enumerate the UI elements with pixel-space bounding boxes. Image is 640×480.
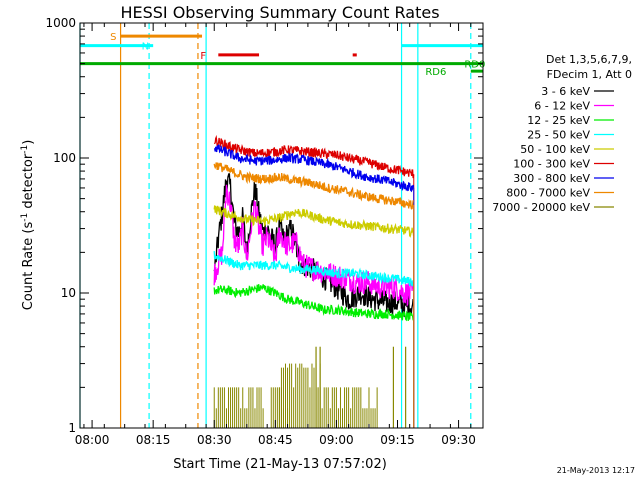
- y-axis-label: Count Rate (s-1 detector-1): [20, 140, 36, 311]
- legend-entry-label: 50 - 100 keV: [520, 143, 590, 156]
- flag-label-rd6: RD6: [425, 67, 446, 78]
- legend-entry-label: 7000 - 20000 keV: [492, 201, 590, 214]
- legend-header-line-1: Det 1,3,5,6,7,9,: [546, 53, 632, 66]
- x-tick-label: 08:45: [258, 433, 293, 447]
- series-line: [213, 205, 415, 238]
- chart-title: HESSI Observing Summary Count Rates: [120, 3, 439, 22]
- series-line: [213, 284, 414, 322]
- x-tick-label: 08:15: [136, 433, 171, 447]
- legend-entry-label: 25 - 50 keV: [527, 129, 590, 142]
- x-tick-label: 08:30: [197, 433, 232, 447]
- x-tick-label: 08:00: [75, 433, 110, 447]
- legend: Det 1,3,5,6,7,9, FDecim 1, Att 0 3 - 6 k…: [492, 53, 632, 214]
- y-tick-label: 1: [68, 421, 76, 435]
- series-line: [213, 134, 415, 179]
- flag-label-s: S: [110, 32, 116, 43]
- plot-area: S N F RD0 RD6: [79, 23, 485, 428]
- y-axis-label-sup1: -1: [20, 213, 30, 222]
- y-axis-label-part: Count Rate (s: [21, 222, 36, 311]
- legend-entry-label: 300 - 800 keV: [513, 172, 590, 185]
- x-tick-label: 09:30: [441, 433, 476, 447]
- legend-entry-label: 100 - 300 keV: [513, 158, 590, 171]
- legend-entry-label: 800 - 7000 keV: [506, 187, 590, 200]
- flag-label-f: F: [200, 51, 206, 62]
- y-axis-label-mid: detector: [21, 153, 36, 213]
- series-7000-20000-kev: [213, 346, 415, 428]
- legend-entry-label: 12 - 25 keV: [527, 114, 590, 127]
- x-axis-label: Start Time (21-May-13 07:57:02): [173, 457, 387, 472]
- legend-entry-label: 3 - 6 keV: [541, 85, 590, 98]
- series-line: [213, 184, 415, 308]
- series-line: [213, 251, 415, 287]
- series-line: [213, 162, 415, 210]
- axes: 08:00 08:15 08:30 08:45 09:00 09:15 09:30 1 10 10…: [45, 16, 483, 447]
- y-tick-label: 10: [61, 286, 76, 300]
- plot-frame: [79, 22, 484, 429]
- y-axis-label-end: ): [21, 140, 36, 145]
- flag-label-rd0: RD0: [464, 60, 485, 71]
- y-tick-label: 100: [53, 151, 76, 165]
- x-tick-label: 09:15: [380, 433, 415, 447]
- series-line: [214, 144, 415, 193]
- x-tick-label: 09:00: [319, 433, 354, 447]
- y-axis-label-sup2: -1: [20, 145, 30, 154]
- legend-entry-label: 6 - 12 keV: [534, 100, 590, 113]
- series-800-7000kev: [213, 162, 415, 428]
- flag-label-n: N: [142, 42, 149, 53]
- legend-header-line-2: FDecim 1, Att 0: [547, 68, 632, 81]
- footer-timestamp: 21-May-2013 12:17: [557, 466, 635, 475]
- y-tick-label: 1000: [45, 16, 76, 30]
